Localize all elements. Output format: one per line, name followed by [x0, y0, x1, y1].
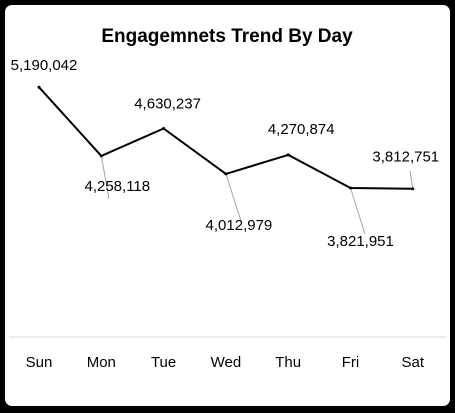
data-point-thu [286, 153, 290, 157]
data-points [37, 85, 415, 191]
data-point-fri [349, 186, 352, 190]
data-point-sun [37, 85, 41, 89]
data-label-sun: 5,190,042 [11, 57, 78, 74]
x-tick-tue: Tue [151, 354, 176, 371]
x-axis-ticks: Sun Mon Tue Wed Thu Fri Sat [26, 354, 425, 371]
leader-line-wed [225, 173, 242, 222]
data-point-tue [162, 127, 166, 130]
data-point-mon [99, 154, 103, 158]
leader-line-mon [100, 155, 110, 200]
x-tick-sat: Sat [402, 354, 425, 371]
data-point-sat [411, 187, 415, 191]
leader-line-fri [350, 187, 366, 235]
data-point-wed [224, 172, 228, 176]
data-label-thu: 4,270,874 [268, 121, 335, 138]
leader-line-sat [409, 170, 414, 189]
data-labels: 5,190,042 4,258,118 4,630,237 4,012,979 4,27… [11, 57, 440, 250]
data-label-tue: 4,630,237 [134, 96, 201, 113]
chart-title: Engagemnets Trend By Day [101, 26, 353, 47]
line-chart: Engagemnets Trend By Day 5,190,042 4,258,… [9, 26, 446, 371]
data-label-wed: 4,012,979 [206, 217, 273, 234]
x-tick-fri: Fri [342, 354, 360, 371]
data-label-sat: 3,812,751 [372, 149, 439, 166]
x-tick-sun: Sun [26, 354, 53, 371]
leader-lines [100, 155, 414, 235]
x-tick-wed: Wed [211, 354, 242, 371]
x-tick-mon: Mon [87, 354, 116, 371]
x-tick-thu: Thu [275, 354, 301, 371]
data-label-mon: 4,258,118 [84, 178, 150, 195]
chart-card: Engagemnets Trend By Day 5,190,042 4,258,… [5, 5, 450, 406]
data-label-fri: 3,821,951 [327, 233, 394, 250]
